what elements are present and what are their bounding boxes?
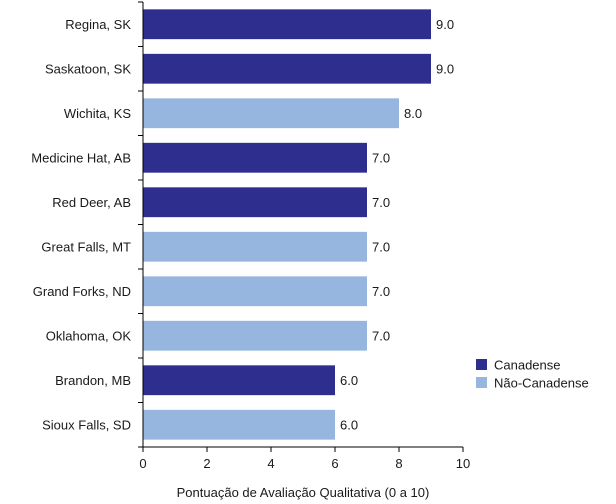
x-tick-label: 0: [139, 456, 146, 471]
bar: [143, 320, 367, 351]
x-ticks: 0 2 4 6 8 10: [139, 447, 470, 471]
x-axis-title: Pontuação de Avaliação Qualitativa (0 a …: [177, 485, 430, 500]
category-label: Grand Forks, ND: [33, 284, 131, 299]
bar: [143, 53, 431, 84]
category-label: Regina, SK: [65, 17, 131, 32]
value-label: 7.0: [372, 239, 390, 254]
value-label: 7.0: [372, 284, 390, 299]
category-label: Oklahoma, OK: [46, 328, 132, 343]
value-label: 6.0: [340, 373, 358, 388]
bar: [143, 9, 431, 40]
axes: [138, 1, 463, 448]
value-labels: 9.0 9.0 8.0 7.0 7.0 7.0 7.0 7.0 6.0 6.0: [340, 17, 454, 433]
bar: [143, 409, 335, 440]
category-label: Sioux Falls, SD: [42, 417, 131, 432]
x-tick-label: 6: [331, 456, 338, 471]
legend-swatch: [476, 359, 487, 370]
x-tick-label: 2: [203, 456, 210, 471]
category-label: Red Deer, AB: [52, 195, 131, 210]
legend: Canadense Não-Canadense: [476, 358, 589, 391]
value-label: 8.0: [404, 106, 422, 121]
value-label: 9.0: [436, 61, 454, 76]
value-label: 7.0: [372, 195, 390, 210]
legend-swatch: [476, 377, 487, 388]
bar: [143, 187, 367, 218]
category-label: Saskatoon, SK: [45, 61, 131, 76]
bar: [143, 365, 335, 396]
x-tick-label: 8: [395, 456, 402, 471]
category-label: Brandon, MB: [55, 373, 131, 388]
x-tick-label: 4: [267, 456, 274, 471]
legend-label: Canadense: [494, 358, 561, 373]
x-tick-label: 10: [456, 456, 470, 471]
value-label: 9.0: [436, 17, 454, 32]
legend-label: Não-Canadense: [494, 376, 589, 391]
category-label: Great Falls, MT: [41, 239, 131, 254]
bars-group: [143, 9, 431, 440]
category-labels: Regina, SK Saskatoon, SK Wichita, KS Medici…: [31, 17, 131, 433]
category-label: Wichita, KS: [64, 106, 132, 121]
bar: [143, 276, 367, 307]
value-label: 7.0: [372, 328, 390, 343]
value-label: 7.0: [372, 150, 390, 165]
category-label: Medicine Hat, AB: [31, 150, 131, 165]
bar: [143, 231, 367, 262]
bar: [143, 98, 399, 129]
bar: [143, 142, 367, 173]
value-label: 6.0: [340, 417, 358, 432]
